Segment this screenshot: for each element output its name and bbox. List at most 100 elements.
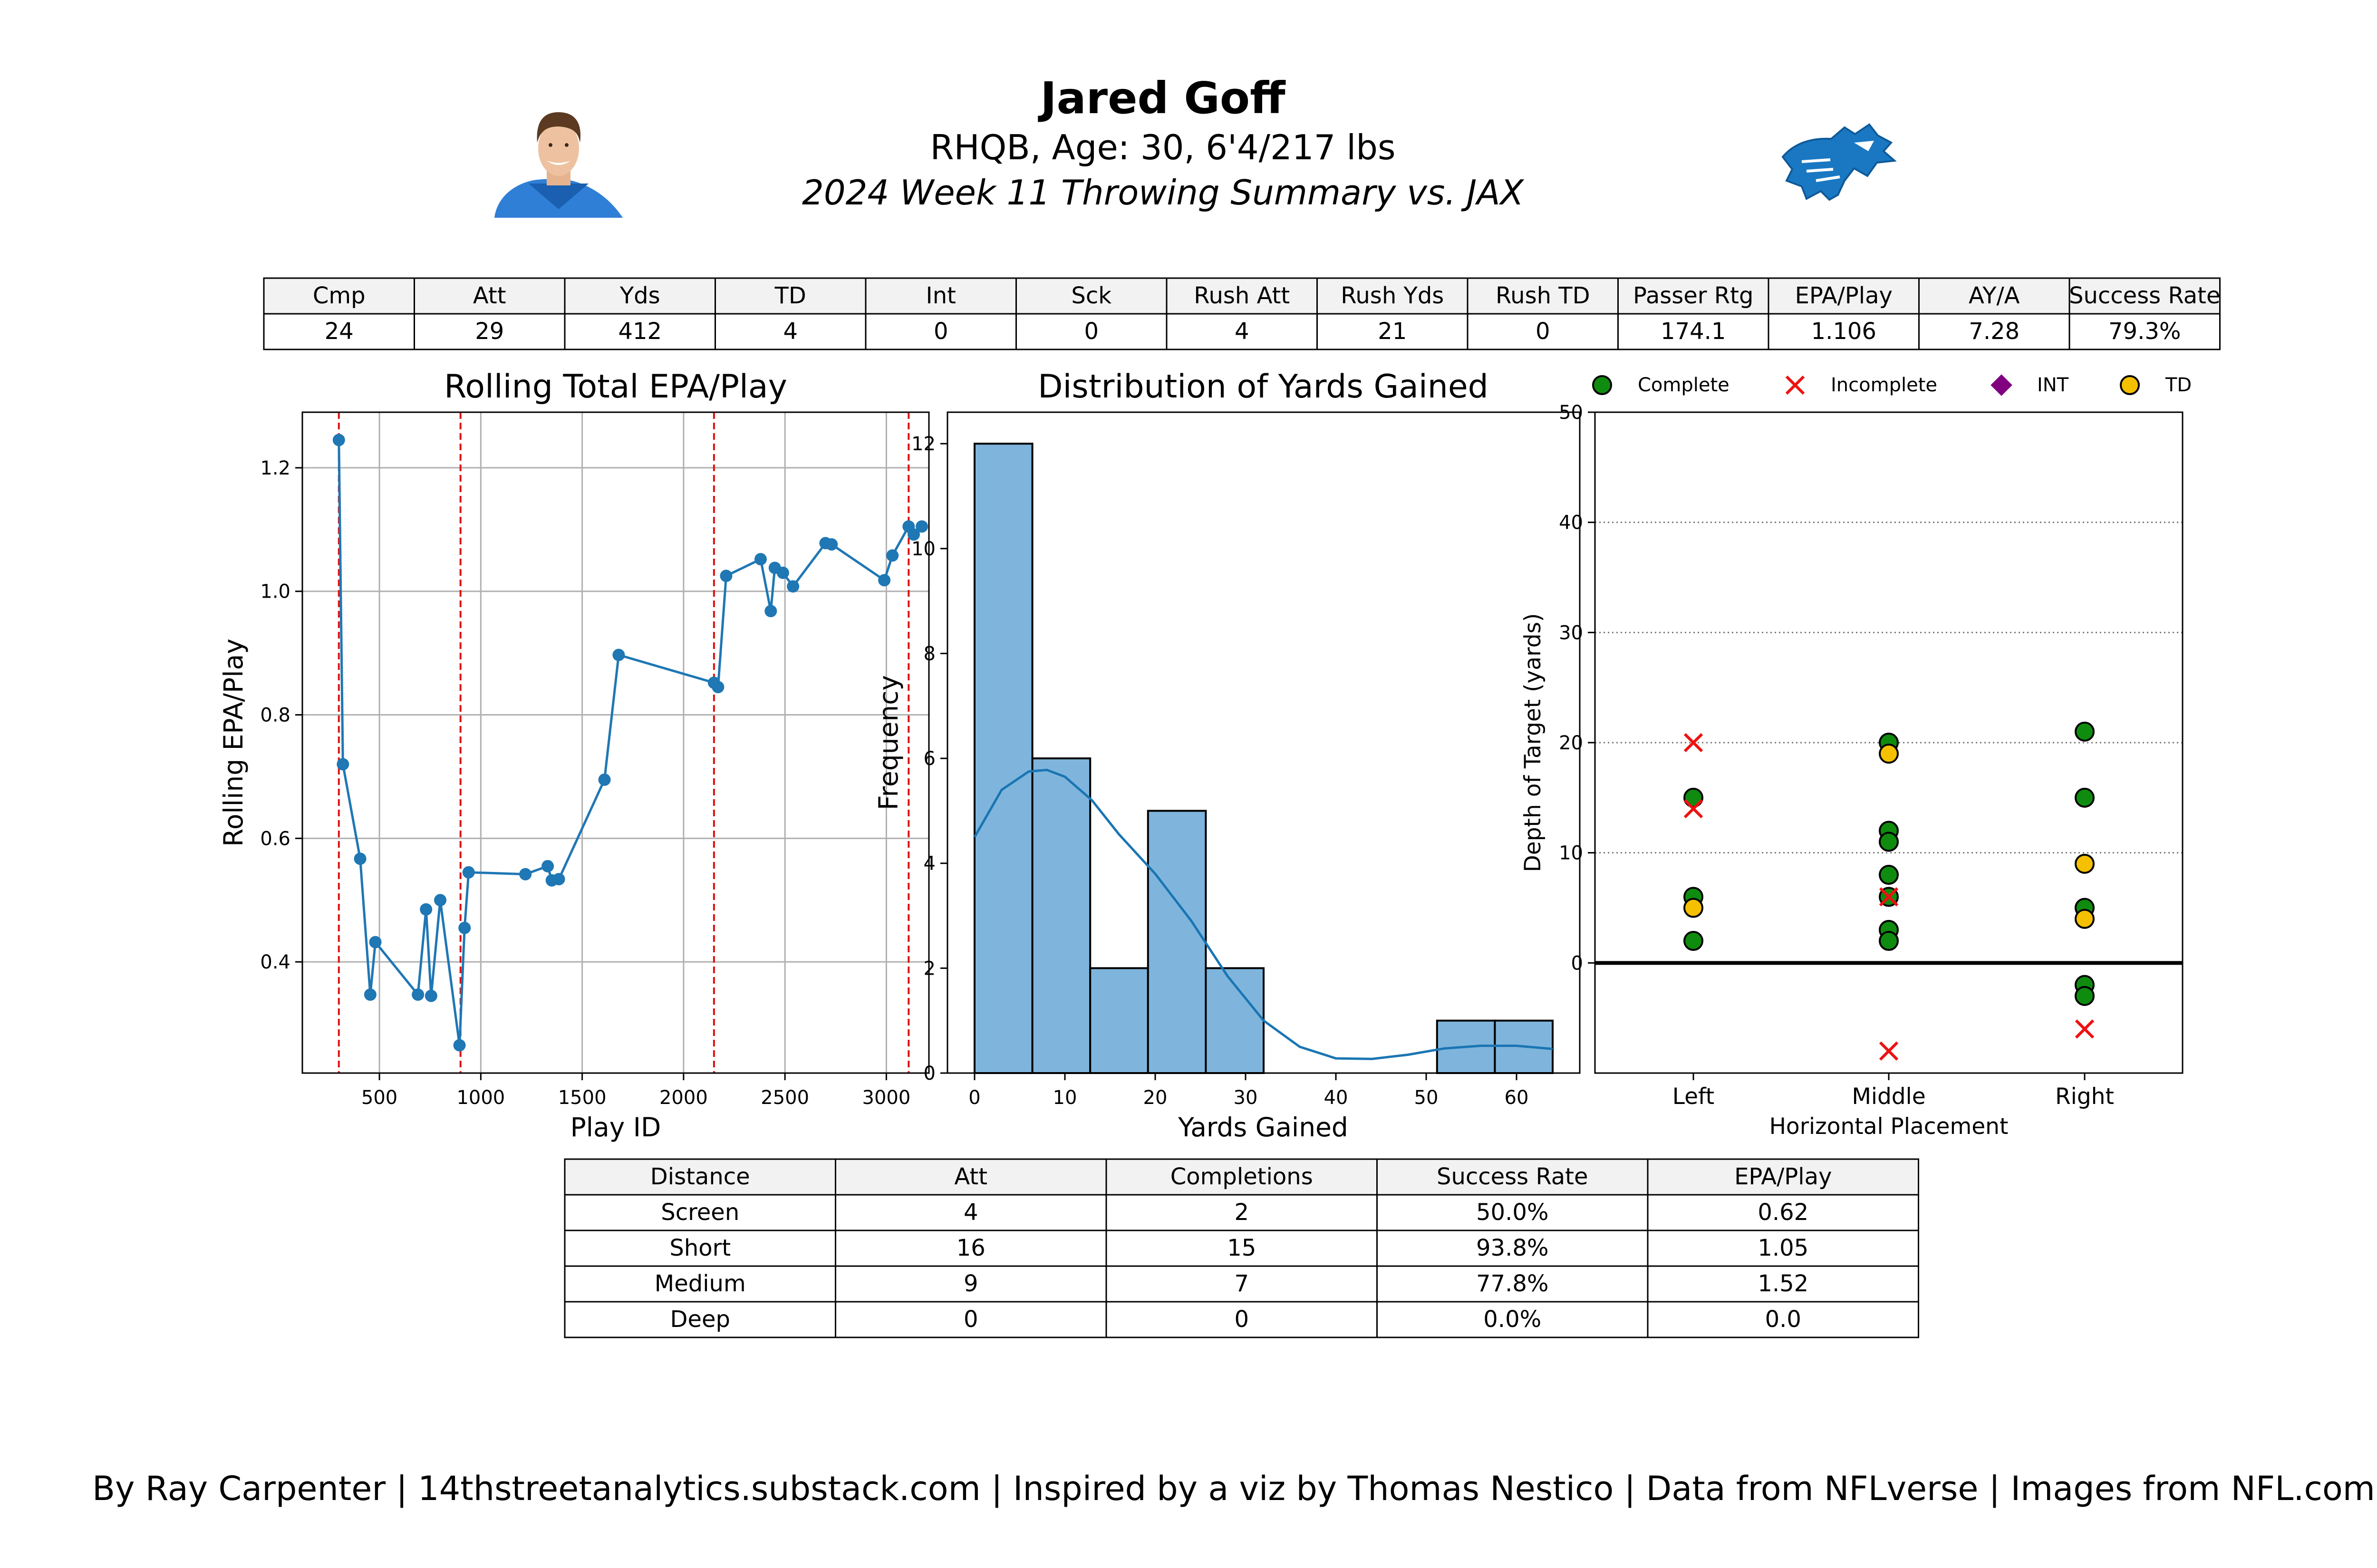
- stats-value-cell: [1768, 313, 1920, 350]
- hist-x-axis-label: Yards Gained: [1178, 1112, 1348, 1142]
- stats-header-label: Sck: [1071, 282, 1111, 309]
- stats-header-cell: [1467, 277, 1619, 315]
- stats-header-label: Rush Att: [1194, 282, 1290, 309]
- depth-y-axis-label: Depth of Target (yards): [1520, 613, 1546, 872]
- epa-xtick-label: 2000: [659, 1087, 708, 1109]
- distance-header-label: Success Rate: [1437, 1163, 1588, 1190]
- distance-cell-value: 9: [964, 1270, 978, 1297]
- stats-value: 24: [325, 318, 354, 345]
- hist-xtick-label: 20: [1143, 1087, 1168, 1109]
- footer-credits: By Ray Carpenter | 14thstreetanalytics.s…: [92, 1469, 2375, 1508]
- player-bio: RHQB, Age: 30, 6'4/217 lbs: [930, 127, 1396, 167]
- distance-header-cell: [1105, 1158, 1378, 1196]
- rolling-epa-point: [720, 570, 733, 582]
- epa-chart-title: Rolling Total EPA/Play: [444, 368, 787, 406]
- distance-cell: [835, 1229, 1107, 1267]
- distance-cell-value: 93.8%: [1476, 1235, 1548, 1261]
- epa-ytick-label: 1.2: [260, 457, 290, 479]
- stats-value-cell: [715, 313, 867, 350]
- complete-marker: [1683, 931, 1703, 951]
- stats-header-label: Passer Rtg: [1633, 282, 1753, 309]
- histogram-bar: [1031, 757, 1092, 1074]
- complete-marker: [1879, 865, 1899, 885]
- stats-header-cell: [2068, 277, 2221, 315]
- histogram-bar: [1089, 967, 1149, 1074]
- legend-label: Complete: [1638, 374, 1730, 396]
- histogram-bar: [974, 443, 1034, 1074]
- stats-header-cell: [865, 277, 1017, 315]
- stats-header-label: Success Rate: [2069, 282, 2221, 309]
- complete-marker: [1879, 931, 1899, 951]
- distance-cell-value: 0.62: [1758, 1199, 1808, 1226]
- rolling-epa-point: [434, 894, 447, 907]
- stats-value: 21: [1378, 318, 1407, 345]
- rolling-epa-point: [612, 648, 625, 661]
- stats-header-label: Cmp: [313, 282, 366, 309]
- stats-value: 0: [1536, 318, 1550, 345]
- histogram-bar: [1147, 810, 1207, 1074]
- lions-logo: [1781, 123, 1897, 201]
- distance-cell-value: Deep: [670, 1306, 731, 1333]
- epa-xtick-label: 3000: [862, 1087, 911, 1109]
- rolling-epa-point: [886, 549, 899, 562]
- distance-cell: [835, 1265, 1107, 1303]
- td-marker: [1879, 744, 1899, 764]
- rolling-epa-point: [425, 989, 437, 1002]
- hist-ytick-label: 6: [924, 748, 936, 770]
- distance-cell: [1376, 1265, 1649, 1303]
- hist-ytick-label: 0: [924, 1063, 936, 1084]
- rolling-epa-point: [369, 936, 382, 949]
- epa-y-axis-label: Rolling EPA/Play: [218, 639, 249, 847]
- distance-cell-value: 0.0%: [1483, 1306, 1541, 1333]
- rolling-epa-point: [354, 852, 367, 865]
- complete-marker: [2075, 721, 2095, 742]
- stats-value: 79.3%: [2108, 318, 2181, 345]
- hist-xtick-label: 60: [1505, 1087, 1529, 1109]
- stats-value: 0: [934, 318, 948, 345]
- complete-marker: [2075, 787, 2095, 808]
- rolling-epa-point: [712, 681, 725, 694]
- rolling-epa-point: [458, 921, 471, 934]
- depth-ytick-label: 0: [1571, 952, 1583, 974]
- depth-ytick-label: 20: [1559, 732, 1583, 754]
- distance-cell: [1647, 1194, 1919, 1231]
- distance-cell: [835, 1301, 1107, 1338]
- incomplete-marker: [1879, 887, 1899, 907]
- depth-xtick-label: Left: [1672, 1084, 1714, 1110]
- distance-cell-value: 4: [964, 1199, 978, 1226]
- hist-xtick-label: 30: [1234, 1087, 1258, 1109]
- rolling-epa-point: [598, 773, 611, 786]
- rolling-epa-point: [337, 758, 349, 771]
- depth-legend: Complete Incomplete INT TD: [1592, 374, 2192, 396]
- rolling-epa-point: [754, 553, 767, 566]
- rolling-epa-point: [764, 605, 777, 618]
- player-headshot: [494, 112, 623, 218]
- stats-value: 7.28: [1969, 318, 2019, 345]
- stats-value-cell: [1617, 313, 1769, 350]
- rolling-epa-point: [825, 538, 838, 551]
- distance-cell: [564, 1229, 836, 1267]
- rolling-epa-point: [908, 528, 920, 541]
- epa-xtick-label: 1000: [456, 1087, 505, 1109]
- distance-cell: [1105, 1265, 1378, 1303]
- rolling-epa-point: [332, 434, 345, 446]
- distance-cell-value: Short: [669, 1235, 731, 1261]
- distance-header-cell: [1376, 1158, 1649, 1196]
- rolling-epa-point: [412, 988, 425, 1001]
- distance-cell: [1105, 1194, 1378, 1231]
- distance-cell-value: Medium: [655, 1270, 746, 1297]
- hist-ytick-label: 4: [924, 853, 936, 875]
- stats-header-cell: [263, 277, 415, 315]
- hist-xtick-label: 50: [1414, 1087, 1439, 1109]
- legend-label: TD: [2165, 374, 2192, 396]
- distance-cell-value: 0: [964, 1306, 978, 1333]
- depth-ytick-label: 40: [1559, 512, 1583, 534]
- player-name: Jared Goff: [1037, 73, 1286, 124]
- distance-header-label: Att: [954, 1163, 987, 1190]
- distance-cell-value: Screen: [661, 1199, 739, 1226]
- epa-plot-frame: [301, 411, 930, 1074]
- rolling-epa-point: [878, 574, 891, 587]
- complete-marker: [2075, 986, 2095, 1006]
- rolling-epa-point: [552, 873, 565, 886]
